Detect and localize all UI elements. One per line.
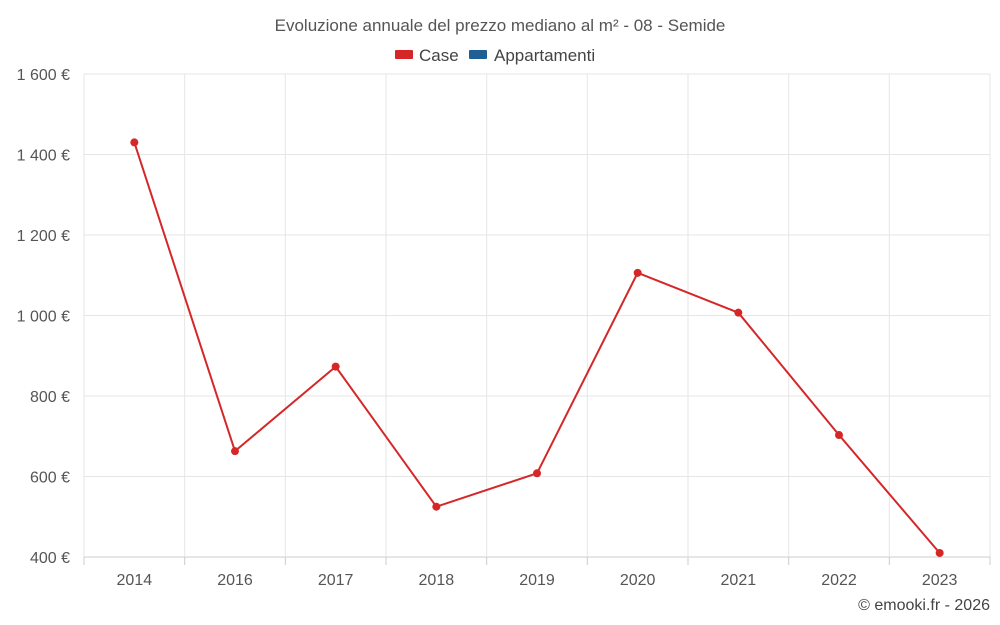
y-tick-label: 1 200 € bbox=[17, 228, 70, 245]
legend-item-case[interactable]: Case bbox=[395, 46, 459, 65]
legend: Case Appartamenti bbox=[395, 46, 595, 65]
y-tick-label: 1 400 € bbox=[17, 148, 70, 165]
x-tick-label: 2023 bbox=[922, 572, 958, 589]
data-point[interactable] bbox=[935, 548, 944, 557]
data-point[interactable] bbox=[231, 447, 239, 456]
data-point[interactable] bbox=[130, 138, 139, 147]
legend-swatch-case bbox=[395, 50, 413, 59]
y-tick-label: 1 600 € bbox=[17, 67, 70, 84]
y-tick-label: 400 € bbox=[30, 550, 70, 567]
legend-label-case: Case bbox=[419, 46, 459, 65]
y-tick-label: 1 000 € bbox=[17, 309, 70, 326]
data-point[interactable] bbox=[432, 502, 441, 511]
x-tick-label: 2020 bbox=[620, 572, 656, 589]
axes bbox=[83, 557, 991, 565]
series-line-case bbox=[133, 142, 941, 554]
series-layer bbox=[130, 138, 944, 557]
data-point[interactable] bbox=[331, 362, 340, 371]
data-point[interactable] bbox=[533, 469, 541, 478]
y-tick-label: 600 € bbox=[30, 470, 70, 487]
legend-swatch-appartamenti bbox=[469, 50, 487, 59]
grid-lines bbox=[83, 73, 991, 558]
x-tick-label: 2018 bbox=[419, 572, 455, 589]
data-point[interactable] bbox=[835, 431, 843, 440]
x-tick-label: 2017 bbox=[318, 572, 354, 589]
x-tick-label: 2021 bbox=[721, 572, 757, 589]
chart-title: Evoluzione annuale del prezzo mediano al… bbox=[275, 16, 726, 35]
tick-labels: 400 € 600 € 800 € 1 000 € 1 200 € 1 400 € 1 60… bbox=[17, 67, 958, 589]
legend-label-appartamenti: Appartamenti bbox=[494, 46, 595, 65]
data-point[interactable] bbox=[734, 308, 743, 317]
data-point[interactable] bbox=[633, 268, 642, 277]
x-tick-label: 2014 bbox=[117, 572, 153, 589]
credit-text: © emooki.fr - 2026 bbox=[858, 597, 990, 614]
y-tick-label: 800 € bbox=[30, 389, 70, 406]
x-tick-label: 2016 bbox=[217, 572, 253, 589]
legend-item-appartamenti[interactable]: Appartamenti bbox=[469, 46, 595, 65]
x-tick-label: 2022 bbox=[821, 572, 857, 589]
x-tick-label: 2019 bbox=[519, 572, 555, 589]
